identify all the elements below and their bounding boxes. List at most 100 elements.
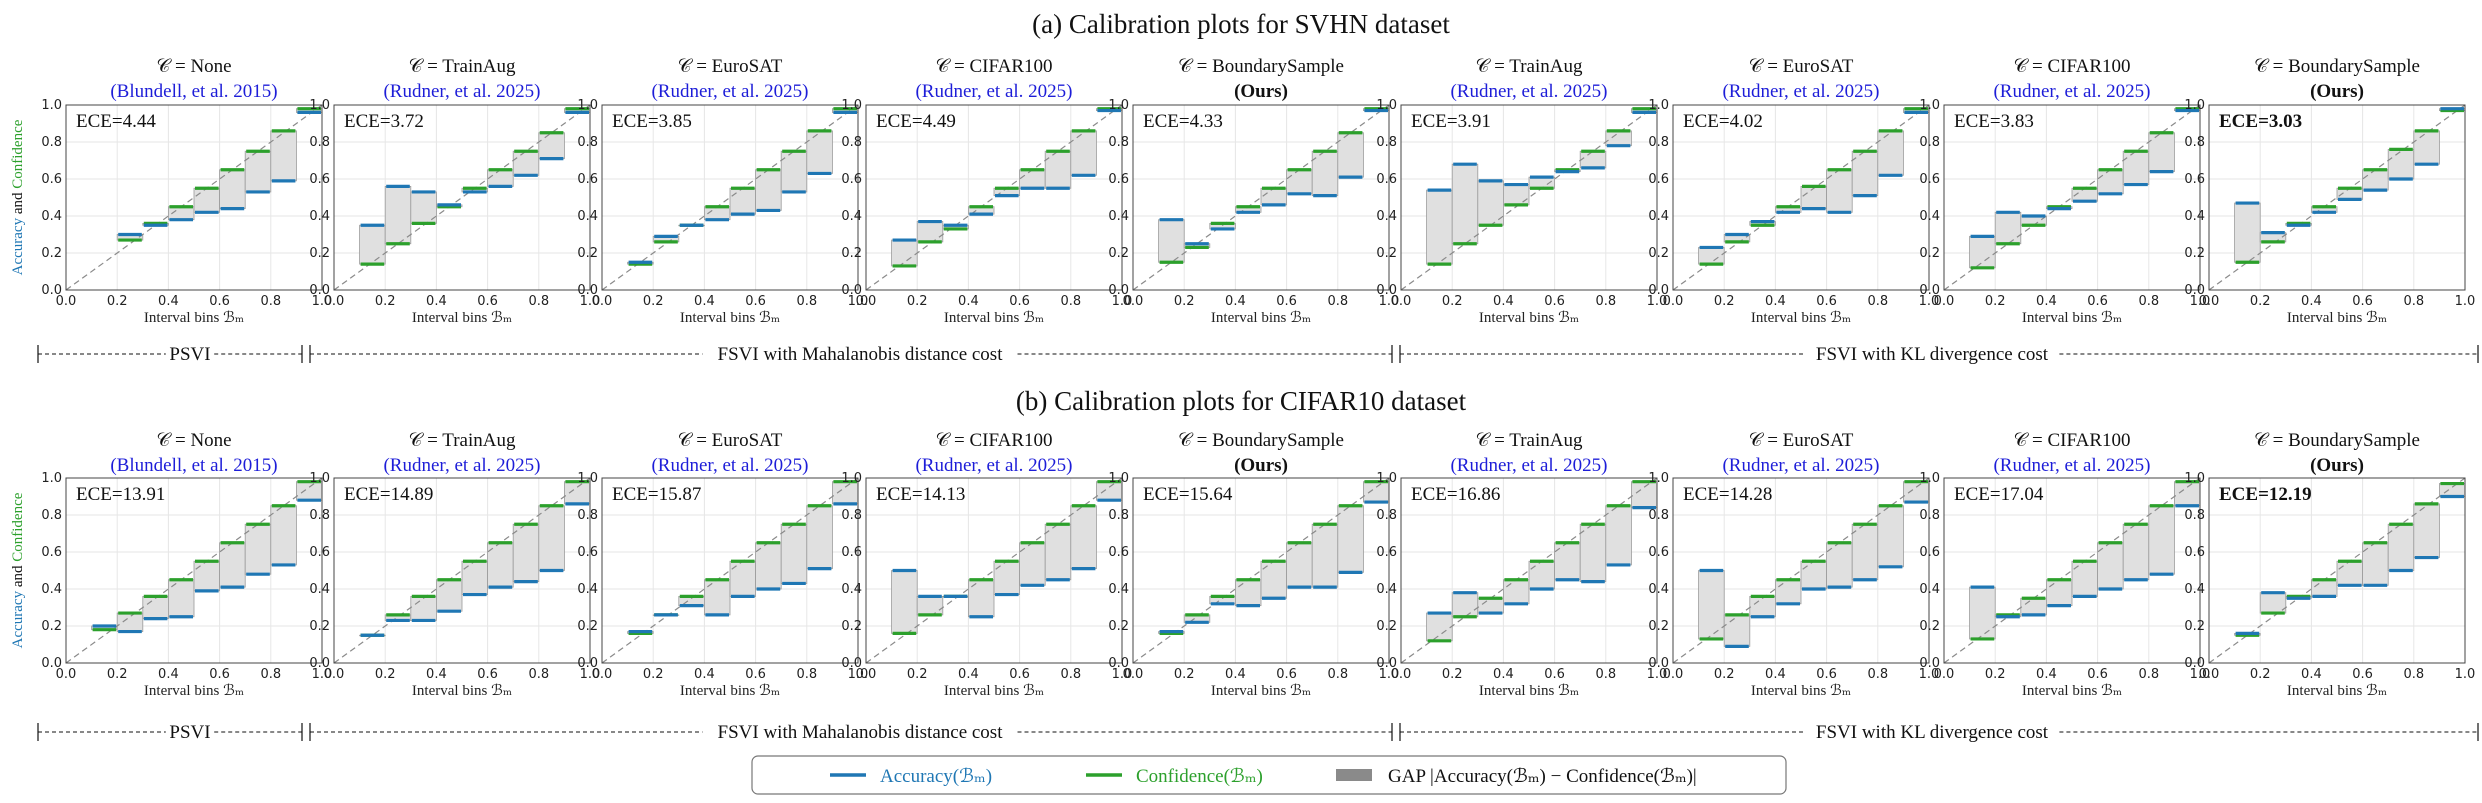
legend-gap-swatch: [1336, 769, 1372, 781]
subplot-citation: (Ours): [1234, 81, 1288, 102]
subplot-citation: (Rudner, et al. 2025): [1450, 81, 1607, 102]
y-tick-label: 0.2: [2184, 619, 2205, 634]
x-tick-label: 0.6: [1276, 294, 1297, 309]
x-axis-label: Interval bins ℬₘ: [680, 310, 780, 326]
y-tick-label: 0.0: [841, 283, 862, 298]
gap-bar: [1337, 505, 1364, 573]
y-tick-label: 0.6: [2184, 545, 2205, 560]
y-tick-label: 1.0: [1108, 98, 1129, 113]
x-tick-label: 0.0: [324, 667, 345, 682]
x-tick-label: 0.8: [1595, 667, 1616, 682]
ece-label: ECE=3.85: [612, 111, 692, 132]
gap-bar: [244, 523, 272, 575]
y-tick-label: 0.0: [1648, 283, 1669, 298]
x-tick-label: 0.0: [56, 667, 77, 682]
gap-bar: [1800, 560, 1828, 590]
perfect-calibration-line: [1672, 477, 1930, 664]
y-tick-label: 0.6: [1376, 545, 1397, 560]
gap-bar: [806, 130, 833, 174]
y-tick-label: 0.8: [41, 135, 62, 150]
x-tick-label: 0.4: [2036, 294, 2057, 309]
x-axis-label: Interval bins ℬₘ: [144, 683, 244, 699]
subplot-citation: (Ours): [2310, 81, 2364, 102]
x-tick-label: 1.0: [848, 294, 869, 309]
subplot-title: 𝒞 = TrainAug: [409, 56, 516, 77]
subplot-title: 𝒞 = CIFAR100: [935, 56, 1052, 77]
y-tick-label: 0.8: [1919, 135, 1940, 150]
gap-bar: [2362, 542, 2389, 586]
perfect-calibration-line: [1132, 104, 1390, 291]
plot-frame: [1672, 477, 1930, 664]
gap-bar: [1260, 560, 1288, 599]
y-tick-label: 0.8: [841, 508, 862, 523]
plot-frame: [1943, 104, 2201, 291]
subplot-title: 𝒞 = BoundarySample: [1178, 430, 1344, 451]
x-tick-label: 0.4: [1493, 294, 1514, 309]
subplot-citation: (Rudner, et al. 2025): [651, 81, 808, 102]
x-tick-label: 0.2: [1985, 667, 2006, 682]
y-tick-label: 0.6: [1108, 172, 1129, 187]
x-tick-label: 0.6: [209, 667, 230, 682]
y-tick-label: 1.0: [1648, 98, 1669, 113]
gap-bar: [1698, 570, 1725, 640]
x-tick-label: 0.4: [1493, 667, 1514, 682]
x-axis-label: Interval bins ℬₘ: [2287, 683, 2387, 699]
x-axis-label: Interval bins ℬₘ: [1479, 683, 1579, 699]
perfect-calibration-line: [65, 477, 323, 664]
x-tick-label: 0.0: [2199, 294, 2220, 309]
x-tick-label: 1.0: [1112, 667, 1133, 682]
y-tick-label: 1.0: [1919, 98, 1940, 113]
subplot-citation: (Rudner, et al. 2025): [1722, 81, 1879, 102]
gap-bar: [1579, 150, 1607, 169]
legend-accuracy-label: Accuracy(ℬₘ): [880, 766, 992, 787]
x-tick-label: 0.4: [2301, 294, 2322, 309]
x-tick-label: 0.8: [1867, 667, 1888, 682]
y-tick-label: 0.4: [2184, 209, 2205, 224]
x-axis-label: Interval bins ℬₘ: [1211, 683, 1311, 699]
x-tick-label: 0.8: [528, 294, 549, 309]
group-label: PSVI: [169, 722, 210, 743]
y-tick-label: 0.4: [309, 209, 330, 224]
y-label-confidence: Confidence: [10, 119, 26, 188]
subplot-citation: (Rudner, et al. 2025): [1450, 455, 1607, 476]
y-tick-label: 0.8: [1108, 508, 1129, 523]
x-tick-label: 0.4: [2301, 667, 2322, 682]
y-tick-label: 0.6: [577, 545, 598, 560]
group-label: FSVI with Mahalanobis distance cost: [718, 344, 1004, 365]
y-tick-label: 1.0: [1376, 98, 1397, 113]
legend-box: [751, 755, 1787, 795]
x-axis-label: Interval bins ℬₘ: [944, 683, 1044, 699]
gap-bar: [538, 132, 565, 160]
x-tick-label: 0.2: [2250, 667, 2271, 682]
y-tick-label: 0.0: [309, 656, 330, 671]
plot-frame: [1400, 477, 1658, 664]
x-tick-label: 0.4: [694, 294, 715, 309]
x-tick-label: 1.0: [2455, 667, 2476, 682]
subplot-8: 𝒞 = CIFAR100 (Rudner, et al. 2025) ECE=17.…: [1919, 430, 2210, 699]
x-tick-label: 0.0: [592, 667, 613, 682]
x-tick-label: 0.2: [907, 667, 928, 682]
x-axis-label: Interval bins ℬₘ: [680, 683, 780, 699]
y-tick-label: 0.6: [1108, 545, 1129, 560]
subplot-1: 𝒞 = None (Blundell, et al. 2015) ECE=4.44 0…: [41, 56, 332, 326]
gap-bar: [780, 150, 808, 193]
x-axis-label: Interval bins ℬₘ: [944, 310, 1044, 326]
subplot-title: 𝒞 = EuroSAT: [1749, 430, 1854, 451]
subplot-title: 𝒞 = BoundarySample: [2254, 56, 2420, 77]
x-tick-label: 0.2: [375, 667, 396, 682]
gap-bar: [2310, 579, 2338, 597]
subplot-8: 𝒞 = CIFAR100 (Rudner, et al. 2025) ECE=3.8…: [1919, 56, 2210, 326]
y-tick-label: 0.8: [1648, 508, 1669, 523]
y-tick-label: 1.0: [1919, 471, 1940, 486]
gap-bar: [1503, 579, 1530, 605]
y-tick-label: 0.0: [1919, 283, 1940, 298]
subplot-6: 𝒞 = TrainAug (Rudner, et al. 2025) ECE=16.…: [1376, 430, 1667, 699]
x-tick-label: 1.0: [1379, 667, 1400, 682]
gap-bar: [1775, 579, 1802, 605]
subplot-5: 𝒞 = BoundarySample(Ours)ECE=4.330.00.00.…: [1108, 56, 1399, 326]
gap-bar: [1528, 176, 1556, 189]
gap-bar: [1800, 185, 1828, 209]
gap-bar: [1851, 523, 1879, 581]
gap-bar: [891, 570, 918, 634]
gap-bar: [1235, 579, 1262, 607]
